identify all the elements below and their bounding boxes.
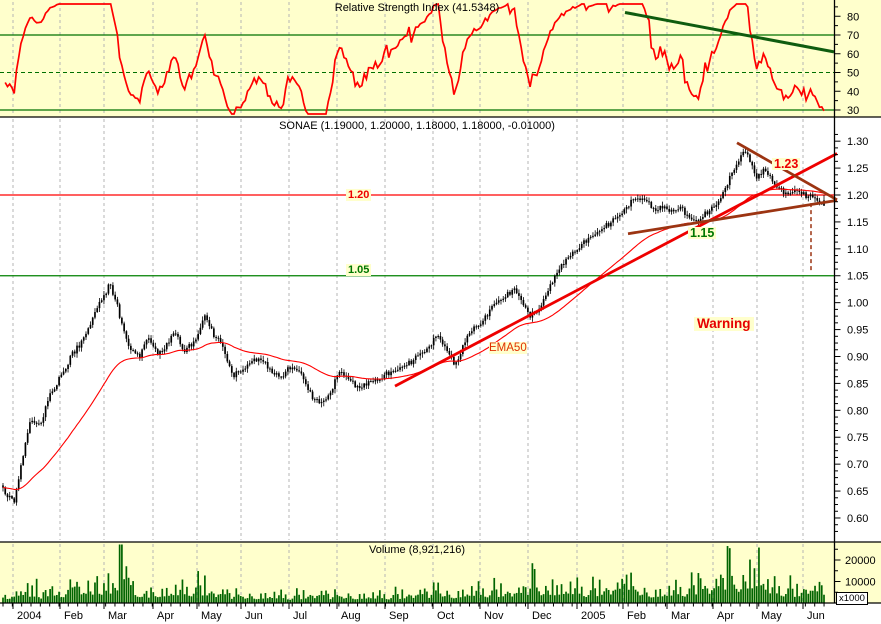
- rsi-axis-label: 50: [847, 68, 859, 80]
- price-axis-label: 1.00: [847, 298, 868, 310]
- x-axis-label: Jun: [807, 610, 825, 622]
- x-axis-label: Apr: [717, 610, 734, 622]
- xaxis-label-bg: [0, 603, 881, 624]
- x-axis-label: Mar: [671, 610, 690, 622]
- price-axis-label: 0.90: [847, 351, 868, 363]
- rsi-axis-label: 40: [847, 86, 859, 98]
- price-axis-label: 0.60: [847, 513, 868, 525]
- rsi-axis-label: 60: [847, 49, 859, 61]
- price-panel-bg: [0, 117, 881, 542]
- x-axis-label: 2005: [581, 610, 605, 622]
- x-axis-label: Apr: [157, 610, 174, 622]
- price-axis-label: 1.15: [847, 217, 868, 229]
- price-axis-label: 0.95: [847, 325, 868, 337]
- price-axis-label: 0.65: [847, 486, 868, 498]
- rsi-axis-label: 80: [847, 11, 859, 23]
- price-axis-label: 1.10: [847, 244, 868, 256]
- x-axis-label: Dec: [532, 610, 552, 622]
- price-axis-label: 1.30: [847, 136, 868, 148]
- x-axis-label: May: [761, 610, 782, 622]
- price-axis-label: 0.75: [847, 432, 868, 444]
- x-axis-label: Jun: [245, 610, 263, 622]
- trendline-triangle-upper: [736, 141, 838, 202]
- x-axis-label: May: [201, 610, 222, 622]
- rsi-line: [4, 2, 825, 115]
- x-axis-label: Jul: [293, 610, 307, 622]
- price-axis-label: 1.20: [847, 190, 868, 202]
- x-axis-label: Feb: [64, 610, 83, 622]
- trendline-uptrend: [394, 152, 838, 388]
- rsi-trendline: [624, 11, 835, 54]
- trendline-triangle-lower: [627, 199, 838, 236]
- x-axis-label: Aug: [341, 610, 361, 622]
- x-axis-label: 2004: [17, 610, 41, 622]
- price-axis-label: 1.25: [847, 163, 868, 175]
- x-axis-label: Nov: [484, 610, 504, 622]
- rsi-axis-label: 30: [847, 105, 859, 117]
- price-axis-label: 1.05: [847, 271, 868, 283]
- rsi-axis-label: 70: [847, 30, 859, 42]
- x-axis-label: Sep: [389, 610, 409, 622]
- x-axis-label: Oct: [437, 610, 454, 622]
- price-axis-label: 0.80: [847, 405, 868, 417]
- volume-axis-label: 10000: [845, 577, 876, 589]
- price-axis-label: 0.85: [847, 378, 868, 390]
- x-axis-label: Mar: [108, 610, 127, 622]
- volume-axis-label: 20000: [845, 555, 876, 567]
- x-axis-label: Feb: [627, 610, 646, 622]
- price-axis-label: 0.70: [847, 459, 868, 471]
